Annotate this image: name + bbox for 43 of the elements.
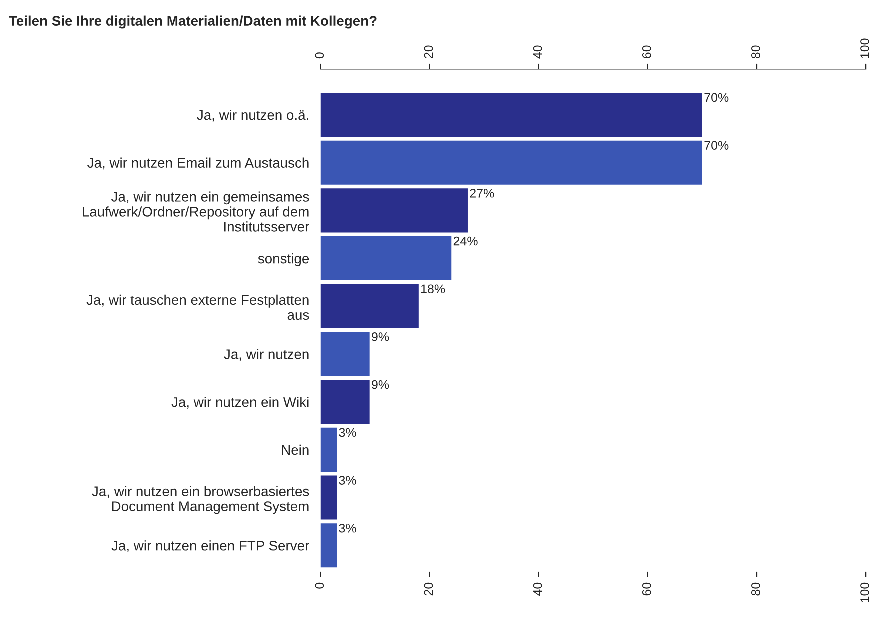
bar: [320, 524, 338, 568]
x-tick-label: 40: [533, 582, 542, 596]
x-tick-label: 0: [315, 582, 324, 589]
data-label: 70%: [704, 93, 729, 102]
bar: [320, 428, 338, 472]
y-tick-label: Ja, wir nutzen ein browserbasiertes Document Management System: [92, 486, 310, 514]
y-tick-label: Ja, wir nutzen ein gemeinsames Laufwerk/Ordner/Repository auf dem Institutsserver: [83, 192, 310, 232]
x-tick-label: 80: [751, 582, 760, 596]
data-label: 18%: [422, 284, 446, 294]
data-label: 9%: [372, 332, 390, 342]
data-label: 3%: [339, 476, 356, 485]
y-tick-label: Nein: [282, 444, 309, 456]
x-tick-label: 20: [424, 582, 434, 596]
bar: [320, 284, 419, 328]
y-tick-label: Ja, wir nutzen einen FTP Server: [112, 540, 310, 552]
x2-tick-label: 80: [751, 46, 760, 59]
y-tick-label: sonstige: [258, 254, 310, 266]
x2-tick-label: 60: [642, 46, 652, 58]
y-tick-label: Ja, wir nutzen o.ä.: [197, 110, 308, 122]
x2-tick-label: 40: [533, 46, 542, 59]
bar: [320, 188, 468, 233]
bar: [320, 140, 702, 185]
data-label: 3%: [339, 428, 356, 438]
bar: [320, 476, 338, 520]
x2-tick-label: 0: [315, 52, 324, 59]
bar: [320, 236, 452, 281]
bar: [320, 92, 702, 137]
x-tick-label: 60: [642, 582, 652, 596]
data-label: 3%: [339, 524, 356, 533]
bar: [320, 332, 370, 376]
text: Teilen Sie Ihre digitalen Materialien/Daten mit Kollegen?: [9, 16, 377, 29]
data-label: 9%: [372, 380, 390, 390]
data-label: 27%: [470, 189, 494, 198]
x2-tick-label: 100: [860, 38, 870, 58]
x-tick-label: 100: [860, 582, 870, 602]
bar: [320, 380, 370, 424]
y-tick-label: Ja, wir nutzen: [224, 349, 309, 362]
data-label: 24%: [454, 236, 478, 246]
y-tick-label: Ja, wir tauschen externe Festplatten aus: [86, 294, 310, 320]
data-label: 70%: [704, 141, 729, 150]
y-tick-label: Ja, wir nutzen ein Wiki: [172, 397, 309, 409]
x2-tick-label: 20: [424, 46, 434, 58]
y-tick-label: Ja, wir nutzen Email zum Austausch: [88, 158, 309, 170]
